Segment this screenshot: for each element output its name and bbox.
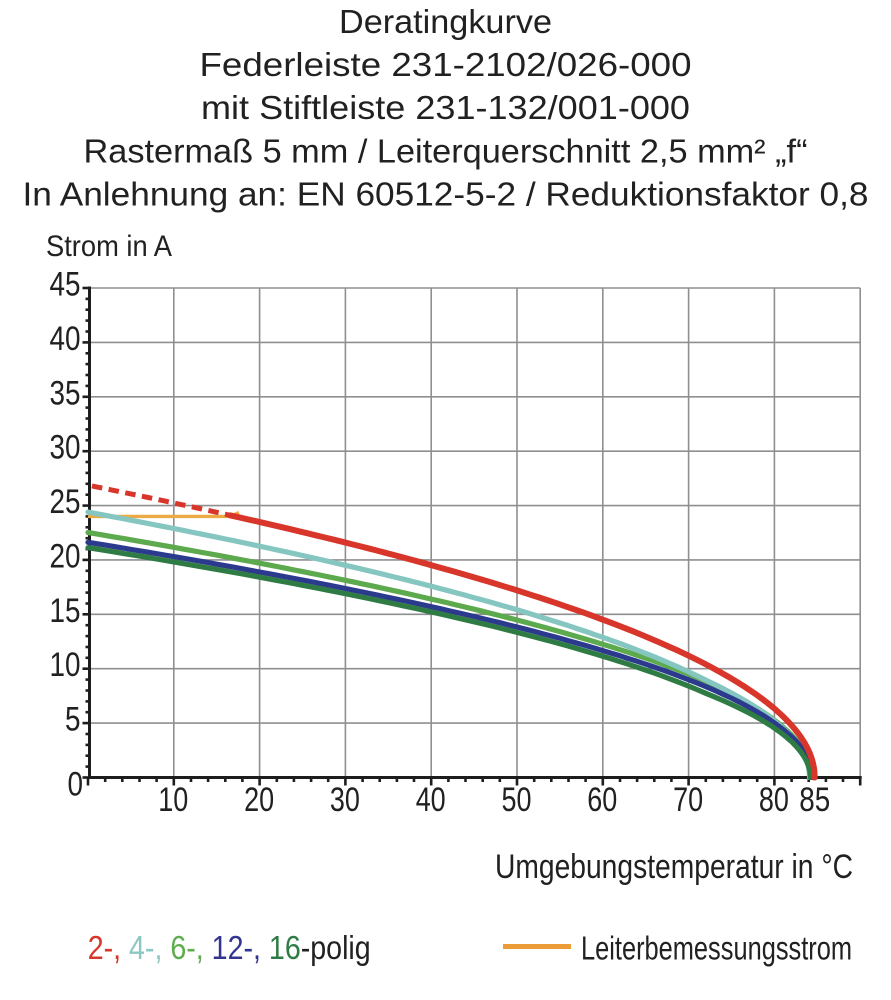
svg-text:40: 40 (416, 781, 446, 819)
svg-text:2-, 4-, 6-, 12-, 16-polig: 2-, 4-, 6-, 12-, 16-polig (88, 929, 371, 966)
svg-text:15: 15 (50, 592, 81, 630)
svg-text:60: 60 (587, 781, 617, 819)
svg-text:10: 10 (158, 781, 188, 819)
svg-text:5: 5 (65, 701, 81, 739)
svg-text:35: 35 (50, 374, 81, 412)
svg-text:Umgebungstemperatur in °C: Umgebungstemperatur in °C (495, 848, 853, 886)
svg-text:80: 80 (759, 781, 789, 819)
svg-text:20: 20 (50, 537, 81, 575)
svg-text:Deratingkurve: Deratingkurve (339, 3, 552, 40)
svg-text:40: 40 (50, 320, 81, 358)
svg-text:85: 85 (799, 781, 830, 819)
svg-text:Leiterbemessungsstrom: Leiterbemessungsstrom (581, 930, 852, 967)
svg-text:45: 45 (50, 265, 81, 303)
svg-text:Rastermaß 5 mm / Leiterquersch: Rastermaß 5 mm / Leiterquerschnitt 2,5 m… (84, 133, 808, 170)
svg-text:30: 30 (330, 781, 360, 819)
svg-text:10: 10 (50, 646, 81, 684)
svg-text:50: 50 (502, 781, 532, 819)
svg-text:30: 30 (50, 429, 81, 467)
svg-text:Federleiste 231-2102/026-000: Federleiste 231-2102/026-000 (200, 46, 692, 83)
svg-text:70: 70 (673, 781, 703, 819)
svg-text:In Anlehnung an: EN 60512-5-2: In Anlehnung an: EN 60512-5-2 / Reduktio… (23, 176, 869, 213)
svg-text:0: 0 (68, 766, 84, 804)
svg-text:Strom in A: Strom in A (46, 230, 172, 263)
svg-text:mit Stiftleiste 231-132/001-00: mit Stiftleiste 231-132/001-000 (201, 89, 690, 126)
svg-text:20: 20 (244, 781, 274, 819)
svg-text:25: 25 (50, 483, 81, 521)
